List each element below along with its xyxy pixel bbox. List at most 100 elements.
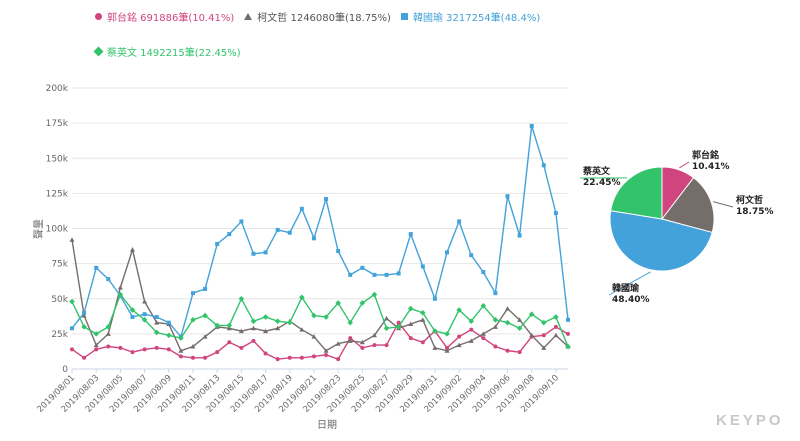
data-point[interactable] (202, 334, 208, 339)
data-point[interactable] (469, 253, 474, 258)
data-point[interactable] (190, 344, 196, 349)
data-point[interactable] (493, 344, 498, 349)
data-point[interactable] (384, 315, 390, 321)
data-point[interactable] (456, 342, 462, 348)
data-point[interactable] (492, 324, 498, 329)
data-point[interactable] (456, 307, 462, 313)
data-point[interactable] (444, 348, 450, 353)
data-point[interactable] (263, 250, 268, 255)
data-point[interactable] (529, 123, 534, 128)
data-point[interactable] (226, 322, 233, 329)
data-point[interactable] (360, 265, 365, 270)
data-point[interactable] (469, 327, 474, 332)
data-point[interactable] (505, 194, 510, 199)
data-point[interactable] (371, 332, 377, 338)
data-point[interactable] (190, 355, 195, 360)
data-point[interactable] (250, 325, 256, 331)
data-point[interactable] (493, 291, 498, 296)
data-point[interactable] (81, 324, 87, 330)
data-point[interactable] (408, 336, 413, 341)
data-point[interactable] (480, 331, 486, 336)
data-point[interactable] (311, 236, 316, 241)
data-point[interactable] (82, 355, 87, 360)
data-point[interactable] (468, 338, 474, 343)
data-point[interactable] (432, 296, 437, 301)
data-point[interactable] (299, 294, 305, 301)
data-point[interactable] (517, 350, 522, 355)
data-point[interactable] (553, 324, 558, 329)
data-point[interactable] (565, 343, 571, 350)
data-point[interactable] (70, 326, 74, 331)
data-point[interactable] (504, 319, 511, 326)
data-point[interactable] (274, 318, 281, 325)
data-point[interactable] (263, 351, 268, 356)
data-point[interactable] (517, 317, 523, 322)
data-point[interactable] (129, 247, 135, 252)
data-point[interactable] (336, 248, 341, 253)
data-point[interactable] (238, 295, 245, 302)
data-point[interactable] (118, 345, 123, 350)
legend-item-tsai[interactable]: 蔡英文 1492215筆(22.45%) (93, 44, 241, 59)
data-point[interactable] (324, 352, 329, 357)
data-point[interactable] (348, 336, 353, 341)
data-point[interactable] (359, 339, 365, 345)
data-point[interactable] (142, 347, 147, 352)
data-point[interactable] (130, 350, 135, 355)
data-point[interactable] (251, 338, 256, 343)
data-point[interactable] (106, 277, 111, 282)
data-point[interactable] (153, 329, 160, 336)
data-point[interactable] (299, 206, 304, 211)
pie-slice-蔡英文[interactable] (610, 166, 663, 220)
data-point[interactable] (70, 347, 74, 352)
data-point[interactable] (299, 355, 304, 360)
data-point[interactable] (69, 298, 75, 305)
data-point[interactable] (190, 291, 195, 296)
data-point[interactable] (371, 291, 378, 298)
data-point[interactable] (516, 325, 523, 332)
data-point[interactable] (250, 318, 257, 325)
data-point[interactable] (275, 227, 280, 232)
data-point[interactable] (238, 328, 244, 334)
data-point[interactable] (468, 318, 475, 325)
data-point[interactable] (529, 332, 535, 338)
data-point[interactable] (336, 357, 341, 362)
data-point[interactable] (93, 331, 99, 337)
data-point[interactable] (335, 300, 341, 306)
data-point[interactable] (105, 324, 112, 330)
data-point[interactable] (166, 320, 171, 325)
data-point[interactable] (106, 344, 111, 349)
data-point[interactable] (93, 342, 99, 348)
data-point[interactable] (481, 336, 486, 341)
data-point[interactable] (395, 324, 402, 330)
data-point[interactable] (227, 340, 232, 345)
data-point[interactable] (457, 334, 462, 339)
data-point[interactable] (117, 285, 123, 290)
data-point[interactable] (202, 312, 208, 319)
data-point[interactable] (517, 233, 522, 238)
data-point[interactable] (541, 163, 546, 168)
data-point[interactable] (347, 319, 354, 326)
data-point[interactable] (407, 305, 414, 312)
data-point[interactable] (165, 332, 172, 339)
data-point[interactable] (324, 196, 329, 201)
data-point[interactable] (444, 331, 450, 337)
data-point[interactable] (154, 315, 159, 320)
data-point[interactable] (311, 354, 316, 359)
data-point[interactable] (129, 307, 136, 313)
data-point[interactable] (166, 347, 171, 352)
data-point[interactable] (311, 312, 317, 319)
data-point[interactable] (190, 317, 196, 323)
data-point[interactable] (396, 271, 401, 276)
data-point[interactable] (154, 320, 160, 325)
data-point[interactable] (275, 357, 280, 362)
data-point[interactable] (420, 310, 426, 316)
data-point[interactable] (541, 333, 546, 338)
data-point[interactable] (420, 340, 425, 345)
data-point[interactable] (69, 237, 75, 242)
data-point[interactable] (566, 317, 570, 322)
data-point[interactable] (457, 219, 462, 224)
data-point[interactable] (311, 334, 317, 339)
data-point[interactable] (553, 314, 559, 320)
data-point[interactable] (396, 320, 401, 325)
data-point[interactable] (528, 311, 535, 318)
